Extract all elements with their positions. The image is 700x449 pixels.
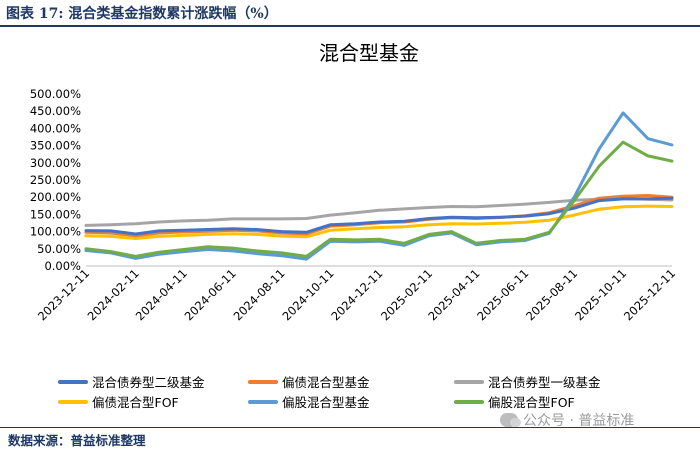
x-tick-label: 2025-10-11 xyxy=(572,266,629,323)
y-tick-label: 50.00% xyxy=(37,242,81,256)
legend-label: 混合债券型一级基金 xyxy=(488,375,601,390)
series-line-3 xyxy=(84,204,674,240)
y-tick-label: 250.00% xyxy=(30,173,81,187)
x-tick-label: 2024-10-11 xyxy=(279,266,336,323)
y-tick-label: 400.00% xyxy=(30,121,81,135)
legend-label: 偏债混合型基金 xyxy=(282,375,370,390)
y-tick-label: 200.00% xyxy=(30,190,81,204)
series-line-5 xyxy=(84,140,674,258)
line-chart: 混合型基金 0.00% 50.00% 100.00% 150.00% 200.00% 250… xyxy=(30,41,678,410)
report-header: 图表 17: 混合类基金指数累计涨跌幅（%） xyxy=(0,0,700,27)
x-tick-label: 2025-06-11 xyxy=(474,266,531,323)
legend-label: 偏股混合型基金 xyxy=(282,395,370,410)
data-source: 数据来源：普益标准整理 xyxy=(8,433,146,448)
header-divider xyxy=(0,25,700,27)
series-line-0 xyxy=(84,196,674,236)
footer-divider xyxy=(0,427,700,428)
y-tick-label: 150.00% xyxy=(30,207,81,221)
y-tick-label: 100.00% xyxy=(30,225,81,239)
y-tick-label: 350.00% xyxy=(30,139,81,153)
x-tick-label: 2024-08-11 xyxy=(231,266,288,323)
x-tick-label: 2025-12-11 xyxy=(621,266,678,323)
legend-label: 偏股混合型FOF xyxy=(488,395,575,410)
y-tick-label: 300.00% xyxy=(30,156,81,170)
y-tick-label: 0.00% xyxy=(44,259,81,273)
watermark-text: 公众号 · 普益标准 xyxy=(523,413,635,429)
x-tick-label: 2025-04-11 xyxy=(425,266,482,323)
series-line-4 xyxy=(84,111,674,261)
x-tick-label: 2023-12-11 xyxy=(35,266,92,323)
legend-label: 偏债混合型FOF xyxy=(92,395,179,410)
legend-label: 混合债券型二级基金 xyxy=(92,375,205,390)
x-tick-label: 2024-04-11 xyxy=(133,266,190,323)
x-tick-label: 2025-08-11 xyxy=(523,266,580,323)
x-tick-label: 2024-06-11 xyxy=(182,266,239,323)
wechat-icon xyxy=(500,413,521,427)
x-tick-label: 2024-12-11 xyxy=(328,266,385,323)
watermark: 公众号 · 普益标准 xyxy=(500,410,634,430)
y-tick-label: 450.00% xyxy=(30,104,81,118)
chart-title: 混合型基金 xyxy=(319,41,419,65)
figure-caption: 图表 17: 混合类基金指数累计涨跌幅（%） xyxy=(6,6,278,22)
y-tick-label: 500.00% xyxy=(30,87,81,101)
